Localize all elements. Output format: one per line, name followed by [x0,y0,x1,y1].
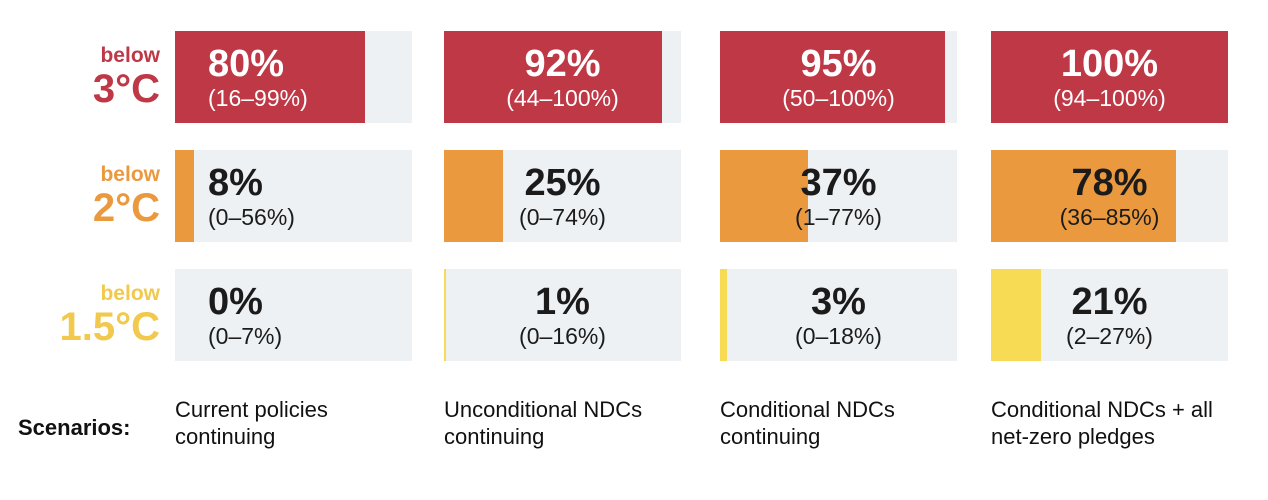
row-label-small: below [100,44,160,67]
probability-value: 3% [811,280,866,323]
bar-text-block: 92% (44–100%) [444,31,681,123]
bar-column: 95% (50–100%) [720,31,991,123]
scenario-column: Current policies continuing [175,388,444,450]
bar-column: 21% (2–27%) [991,269,1228,361]
probability-bar-below-2c-scenario-2: 25% (0–74%) [444,150,681,242]
probability-range: (16–99%) [208,84,308,111]
bar-fill [444,150,504,242]
probability-value: 21% [1071,280,1148,323]
bar-fill [175,31,365,123]
row-label-below-1-5c: below 1.5°C [0,269,175,361]
scenario-column: Conditional NDCs + all net-zero pledges [991,388,1228,450]
row-label-below-2c: below 2°C [0,150,175,242]
bar-fill [175,150,194,242]
probability-value: 95% [800,42,877,85]
bar-column: 92% (44–100%) [444,31,720,123]
probability-bar-below-3c-scenario-1: 80% (16–99%) [175,31,412,123]
scenario-column: Unconditional NDCs continuing [444,388,720,450]
bar-text-block: 78% (36–85%) [991,150,1228,242]
bar-column: 37% (1–77%) [720,150,991,242]
probability-value: 100% [1060,42,1159,85]
probability-value: 1% [535,280,590,323]
bar-text-block: 80% (16–99%) [175,31,412,123]
bar-text-block: 25% (0–74%) [444,150,681,242]
probability-bar-below-3c-scenario-3: 95% (50–100%) [720,31,957,123]
probability-bar-below-2c-scenario-1: 8% (0–56%) [175,150,412,242]
probability-bar-below-3c-scenario-2: 92% (44–100%) [444,31,681,123]
row-label-below-3c: below 3°C [0,31,175,123]
probability-range: (0–74%) [519,203,606,230]
bar-column: 25% (0–74%) [444,150,720,242]
probability-value: 80% [208,42,285,85]
bar-text-block: 1% (0–16%) [444,269,681,361]
probability-range: (0–56%) [208,203,295,230]
probability-range: (0–7%) [208,322,283,349]
bar-text-block: 21% (2–27%) [991,269,1228,361]
bar-column: 80% (16–99%) [175,31,444,123]
bar-text-block: 8% (0–56%) [175,150,412,242]
probability-range: (2–27%) [1066,322,1153,349]
bar-text-block: 37% (1–77%) [720,150,957,242]
bar-fill [720,31,946,123]
probability-bar-below-1-5c-scenario-3: 3% (0–18%) [720,269,957,361]
climate-probability-chart: below 3°C 80% (16–99%) 92% (44–100%) 95% (50–10… [0,31,1228,450]
scenario-name-2: Unconditional NDCs continuing [444,397,643,449]
probability-range: (36–85%) [1059,203,1160,230]
probability-range: (0–16%) [519,322,606,349]
probability-range: (44–100%) [506,84,619,111]
bar-fill [720,150,808,242]
scenarios-label: Scenarios: [18,415,131,440]
probability-value: 8% [208,161,263,204]
probability-range: (50–100%) [782,84,895,111]
probability-bar-below-1-5c-scenario-4: 21% (2–27%) [991,269,1228,361]
scenario-column: Conditional NDCs continuing [720,388,991,450]
row-label-big: 2°C [92,186,160,230]
scenario-name-1: Current policies continuing [175,397,328,449]
probability-bar-below-3c-scenario-4: 100% (94–100%) [991,31,1228,123]
probability-range: (1–77%) [795,203,882,230]
bar-fill [720,269,728,361]
row-label-big: 3°C [92,67,160,111]
bar-column: 8% (0–56%) [175,150,444,242]
row-label-small: below [100,163,160,186]
bar-fill [991,150,1176,242]
bar-fill [991,269,1041,361]
bar-column: 0% (0–7%) [175,269,444,361]
probability-range: (94–100%) [1053,84,1166,111]
probability-bar-below-1-5c-scenario-1: 0% (0–7%) [175,269,412,361]
bar-fill [991,31,1228,123]
bar-text-block: 0% (0–7%) [175,269,412,361]
probability-value: 0% [208,280,263,323]
bar-fill [444,269,447,361]
bar-fill [444,31,663,123]
probability-value: 37% [800,161,877,204]
bar-text-block: 3% (0–18%) [720,269,957,361]
probability-bar-below-1-5c-scenario-2: 1% (0–16%) [444,269,681,361]
bar-column: 1% (0–16%) [444,269,720,361]
probability-value: 92% [524,42,601,85]
probability-value: 25% [524,161,601,204]
probability-bar-below-2c-scenario-4: 78% (36–85%) [991,150,1228,242]
bar-column: 78% (36–85%) [991,150,1228,242]
bar-column: 3% (0–18%) [720,269,991,361]
scenario-name-4: Conditional NDCs + all net-zero pledges [991,397,1213,449]
probability-bar-below-2c-scenario-3: 37% (1–77%) [720,150,957,242]
row-label-small: below [100,282,160,305]
row-label-big: 1.5°C [59,305,161,349]
probability-value: 78% [1071,161,1148,204]
bar-column: 100% (94–100%) [991,31,1228,123]
probability-range: (0–18%) [795,322,882,349]
bar-text-block: 100% (94–100%) [991,31,1228,123]
scenario-name-3: Conditional NDCs continuing [720,397,895,449]
bar-text-block: 95% (50–100%) [720,31,957,123]
